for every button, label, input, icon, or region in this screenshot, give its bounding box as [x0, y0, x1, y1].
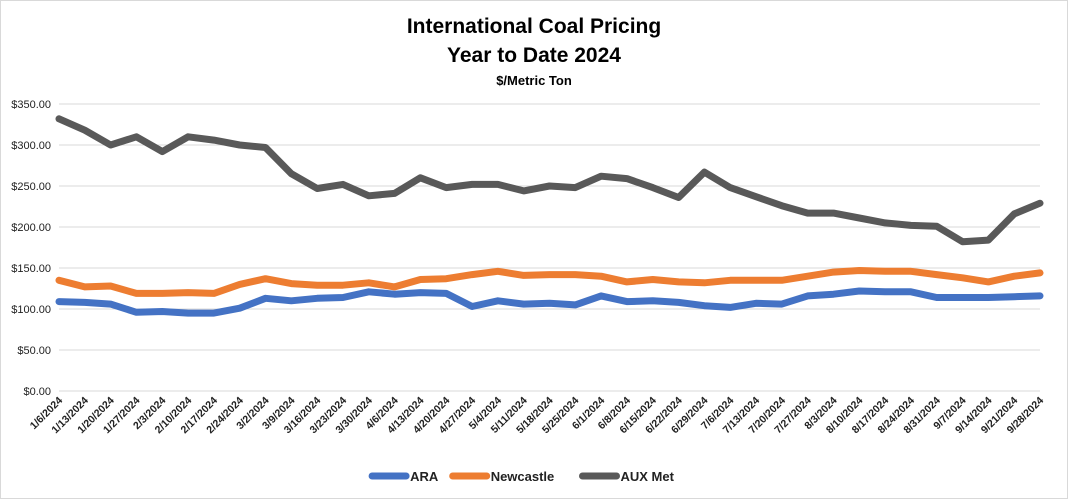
y-tick-label: $0.00 — [23, 386, 51, 398]
chart-title-line-2: Year to Date 2024 — [447, 44, 621, 67]
y-tick-label: $200.00 — [11, 222, 51, 234]
chart-title-line-1: International Coal Pricing — [407, 15, 661, 38]
series-line-ara — [55, 287, 1044, 317]
series-lines — [55, 115, 1044, 317]
gridlines — [59, 103, 1040, 392]
y-tick-label: $150.00 — [11, 263, 51, 275]
series-line-newcastle — [55, 267, 1044, 297]
y-tick-label: $350.00 — [11, 99, 51, 111]
legend: ARA Newcastle AUX Met — [368, 469, 675, 484]
y-tick-label: $300.00 — [11, 140, 51, 152]
legend-label: AUX Met — [621, 469, 675, 484]
y-tick-label: $50.00 — [17, 345, 51, 357]
legend-label: Newcastle — [491, 469, 555, 484]
chart-subtitle: $/Metric Ton — [496, 73, 572, 88]
x-axis-ticks: 1/6/20241/13/20241/20/20241/27/20242/3/2… — [28, 395, 1046, 437]
y-axis-ticks: $0.00 $50.00 $100.00 $150.00 $200.00 $250.00 $… — [11, 99, 51, 398]
y-tick-label: $100.00 — [11, 304, 51, 316]
legend-label: ARA — [410, 469, 439, 484]
series-line-aux-met — [55, 115, 1044, 246]
y-tick-label: $250.00 — [11, 181, 51, 193]
